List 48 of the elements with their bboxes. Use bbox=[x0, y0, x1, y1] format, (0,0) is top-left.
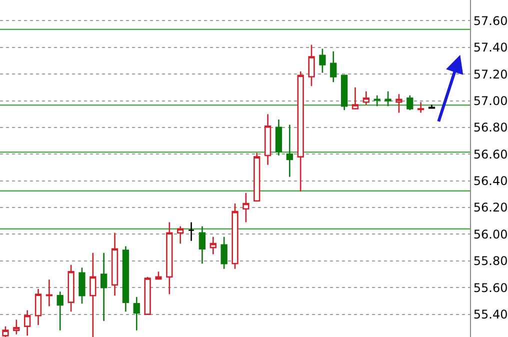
candlestick bbox=[406, 94, 414, 111]
y-tick-label: 57.00 bbox=[473, 94, 508, 108]
candlestick bbox=[308, 44, 315, 87]
candlestick bbox=[122, 246, 130, 312]
candlestick bbox=[254, 152, 260, 202]
y-tick-label: 57.60 bbox=[473, 14, 508, 28]
candlestick bbox=[264, 113, 272, 166]
candlestick bbox=[352, 86, 359, 110]
y-tick-label: 56.60 bbox=[473, 147, 508, 162]
candlestick bbox=[396, 93, 402, 114]
candlestick bbox=[100, 252, 108, 322]
candlestick bbox=[417, 101, 424, 114]
candlestick bbox=[198, 226, 206, 264]
candlestick bbox=[177, 226, 184, 244]
candlestick bbox=[155, 270, 162, 280]
y-tick-label: 55.60 bbox=[473, 280, 508, 295]
candlestick bbox=[330, 50, 337, 83]
y-tick-label: 57.20 bbox=[473, 67, 508, 82]
candlestick bbox=[133, 296, 140, 331]
candlestick bbox=[428, 104, 436, 110]
candlestick bbox=[232, 202, 238, 270]
candlestick bbox=[275, 118, 282, 156]
candlestick bbox=[78, 266, 86, 304]
candlestick bbox=[286, 124, 293, 178]
candlestick bbox=[242, 192, 250, 223]
y-tick-label: 56.20 bbox=[473, 200, 508, 215]
candlestick bbox=[34, 288, 42, 326]
candlestick bbox=[220, 236, 228, 270]
y-tick-label: 57.40 bbox=[473, 40, 508, 55]
candlestick bbox=[68, 264, 74, 312]
candlestick bbox=[210, 236, 216, 255]
y-tick-label: 56.80 bbox=[473, 120, 508, 135]
y-tick-label: 55.80 bbox=[473, 254, 508, 268]
candlestick bbox=[111, 232, 118, 296]
candlestick bbox=[384, 90, 392, 107]
y-tick-label: 56.40 bbox=[473, 174, 508, 188]
candlestick bbox=[144, 276, 151, 315]
candlestick bbox=[340, 74, 348, 111]
y-tick-label: 55.40 bbox=[473, 308, 508, 322]
y-tick-label: 56.00 bbox=[473, 227, 508, 242]
candlestick bbox=[166, 222, 173, 295]
candlestick bbox=[188, 222, 195, 242]
candlestick bbox=[319, 48, 326, 74]
candlestick bbox=[362, 90, 370, 106]
candlestick bbox=[56, 290, 64, 331]
candlestick bbox=[46, 278, 53, 307]
candlestick bbox=[374, 94, 380, 107]
candlestick bbox=[297, 70, 304, 192]
